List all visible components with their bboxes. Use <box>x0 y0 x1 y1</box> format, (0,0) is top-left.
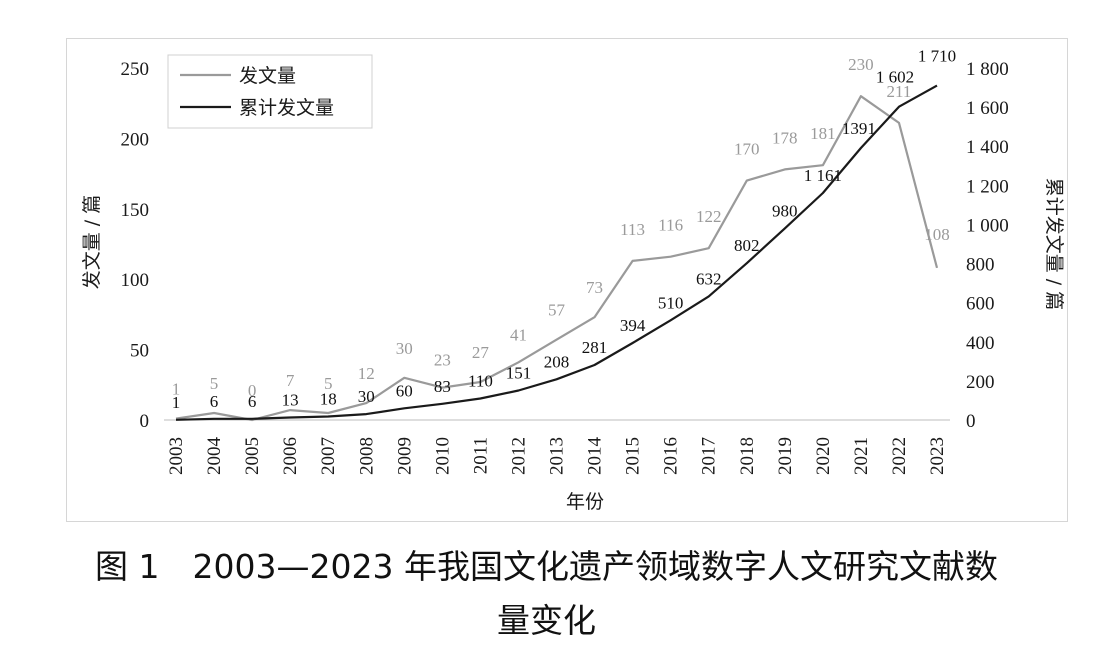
x-tick-label: 2009 <box>394 437 415 475</box>
data-label-cumulative: 1 710 <box>918 47 956 66</box>
series-line-annual <box>175 95 939 422</box>
data-label-annual: 5 <box>324 374 333 393</box>
y2-tick-label: 1 800 <box>966 59 1009 80</box>
data-label-annual: 57 <box>548 301 566 320</box>
data-label-annual: 27 <box>472 343 490 362</box>
data-label-annual: 230 <box>848 55 874 74</box>
data-label-annual: 113 <box>620 220 645 239</box>
data-label-cumulative: 1 <box>172 393 181 412</box>
y-tick-label: 200 <box>121 129 150 150</box>
caption-line-1: 图 1 2003—2023 年我国文化遗产领域数字人文研究文献数 <box>95 547 998 586</box>
data-label-annual: 116 <box>658 216 683 235</box>
data-label-annual: 0 <box>248 381 257 400</box>
x-tick-label: 2020 <box>813 437 834 475</box>
data-label-annual: 23 <box>434 351 451 370</box>
data-label-cumulative: 510 <box>658 293 684 312</box>
x-tick-label: 2010 <box>432 437 453 475</box>
y2-tick-label: 800 <box>966 255 995 276</box>
x-tick-label: 2003 <box>166 437 187 475</box>
data-label-cumulative: 208 <box>544 352 570 371</box>
x-tick-label: 2011 <box>470 437 491 474</box>
data-label-cumulative: 980 <box>772 201 798 220</box>
data-label-cumulative: 281 <box>582 338 608 357</box>
data-label-annual: 170 <box>734 140 760 159</box>
data-label-cumulative: 83 <box>434 377 451 396</box>
data-label-annual: 211 <box>887 82 912 101</box>
x-tick-label: 2015 <box>623 437 644 475</box>
data-label-cumulative: 110 <box>468 371 493 390</box>
data-label-cumulative: 632 <box>696 269 722 288</box>
data-label-annual: 73 <box>586 278 603 297</box>
legend-label-cumulative: 累计发文量 <box>239 97 334 119</box>
data-label-cumulative: 1 602 <box>876 68 914 87</box>
data-label-cumulative: 394 <box>620 316 646 335</box>
y-tick-label: 150 <box>121 200 150 221</box>
x-tick-label: 2006 <box>280 437 301 475</box>
data-label-annual: 7 <box>286 371 295 390</box>
y2-tick-label: 1 400 <box>966 137 1009 158</box>
figure-caption: 图 1 2003—2023 年我国文化遗产领域数字人文研究文献数 量变化 <box>0 540 1093 648</box>
data-label-cumulative: 6 <box>248 392 257 411</box>
data-label-cumulative: 60 <box>396 381 413 400</box>
x-tick-label: 2004 <box>204 437 225 476</box>
data-label-annual: 12 <box>358 364 375 383</box>
y2-tick-label: 400 <box>966 333 995 354</box>
x-tick-label: 2008 <box>356 437 377 475</box>
data-label-cumulative: 802 <box>734 236 760 255</box>
y2-tick-label: 0 <box>966 411 976 432</box>
x-tick-label: 2017 <box>699 437 720 475</box>
data-label-cumulative: 1391 <box>842 119 876 138</box>
x-tick-label: 2022 <box>889 437 910 475</box>
x-tick-label: 2023 <box>927 437 948 475</box>
x-tick-label: 2018 <box>737 437 758 475</box>
data-label-annual: 1 <box>172 380 181 399</box>
y-tick-label: 0 <box>140 411 150 432</box>
data-label-annual: 41 <box>510 325 527 344</box>
chart-frame <box>66 38 1068 522</box>
series-lines <box>175 84 939 422</box>
x-axis-title: 年份 <box>566 491 604 513</box>
y2-tick-label: 1 200 <box>966 176 1009 197</box>
data-label-cumulative: 1 161 <box>804 166 842 185</box>
x-tick-label: 2014 <box>585 437 606 476</box>
data-label-cumulative: 6 <box>210 392 219 411</box>
data-label-cumulative: 30 <box>358 387 375 406</box>
x-tick-label: 2013 <box>547 437 568 475</box>
data-label-annual: 181 <box>810 124 836 143</box>
y2-tick-label: 1 600 <box>966 98 1009 119</box>
y-tick-label: 250 <box>121 59 150 80</box>
data-label-cumulative: 13 <box>282 390 299 409</box>
data-label-annual: 108 <box>924 225 950 244</box>
data-label-annual: 30 <box>396 339 413 358</box>
caption-line-2: 量变化 <box>497 601 596 640</box>
y2-tick-label: 600 <box>966 294 995 315</box>
y-tick-label: 50 <box>130 341 149 362</box>
data-label-annual: 178 <box>772 128 798 147</box>
x-tick-label: 2007 <box>318 437 339 475</box>
y2-tick-label: 1 000 <box>966 215 1009 236</box>
legend-label-annual: 发文量 <box>239 65 296 87</box>
x-tick-label: 2021 <box>851 437 872 475</box>
data-label-cumulative: 151 <box>506 363 532 382</box>
y-axis-title: 发文量 / 篇 <box>81 195 103 289</box>
data-label-annual: 5 <box>210 374 219 393</box>
y2-tick-label: 200 <box>966 372 995 393</box>
y-tick-label: 100 <box>121 270 150 291</box>
x-tick-label: 2016 <box>661 437 682 475</box>
x-tick-label: 2012 <box>508 437 529 475</box>
data-label-cumulative: 18 <box>320 389 337 408</box>
x-tick-label: 2019 <box>775 437 796 475</box>
data-label-annual: 122 <box>696 207 722 226</box>
legend-box <box>167 54 373 129</box>
y2-axis-title: 累计发文量 / 篇 <box>1043 178 1065 310</box>
x-tick-label: 2005 <box>242 437 263 475</box>
series-line-cumulative <box>175 84 938 421</box>
